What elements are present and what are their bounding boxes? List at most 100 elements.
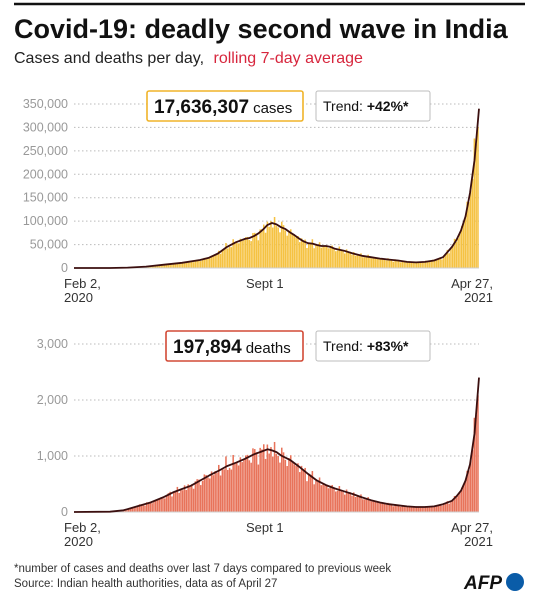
- subtitle-main: Cases and deaths per day,: [14, 50, 204, 67]
- cases-daily-bar: [392, 261, 395, 268]
- cases-total-unit: cases: [253, 100, 292, 117]
- cases-total-text: 17,636,307 cases: [154, 97, 292, 118]
- deaths-daily-bar: [174, 491, 177, 512]
- cases-daily-bar: [210, 255, 213, 268]
- deaths-ytick-label: 2,000: [37, 393, 68, 407]
- cases-daily-bar: [270, 221, 272, 268]
- deaths-daily-bar: [419, 507, 422, 512]
- deaths-daily-bar: [396, 504, 398, 512]
- deaths-xtick-label: Apr 27,: [451, 520, 493, 535]
- cases-daily-bar: [331, 245, 333, 268]
- deaths-daily-bar: [194, 481, 197, 512]
- deaths-daily-bar: [426, 507, 429, 512]
- deaths-daily-bar: [457, 495, 459, 512]
- deaths-daily-bar: [363, 499, 366, 512]
- deaths-daily-bar: [250, 462, 252, 512]
- cases-daily-bar: [223, 249, 225, 268]
- deaths-daily-bar: [160, 497, 162, 512]
- cases-daily-bar: [347, 252, 350, 268]
- deaths-daily-bar: [252, 448, 254, 512]
- deaths-daily-bar: [421, 507, 423, 512]
- deaths-daily-bar: [129, 508, 132, 512]
- deaths-daily-bar: [140, 505, 143, 512]
- deaths-daily-bar: [417, 506, 420, 512]
- deaths-total-unit: deaths: [246, 340, 291, 357]
- deaths-daily-bar: [376, 501, 378, 512]
- deaths-daily-bar: [327, 488, 330, 512]
- cases-daily-bar: [471, 178, 474, 268]
- deaths-daily-bar: [167, 493, 170, 512]
- deaths-daily-bar: [473, 417, 476, 512]
- deaths-daily-bar: [405, 505, 407, 512]
- cases-daily-bar: [198, 259, 200, 268]
- cases-daily-bar: [468, 202, 470, 268]
- deaths-daily-bar: [462, 484, 465, 512]
- deaths-daily-bar: [162, 497, 164, 512]
- deaths-daily-bar: [146, 502, 148, 512]
- cases-daily-bar: [279, 232, 281, 268]
- deaths-daily-bar: [318, 477, 321, 512]
- deaths-daily-bar: [196, 479, 198, 512]
- cases-daily-bar: [250, 241, 252, 268]
- cases-daily-bar: [457, 238, 459, 268]
- deaths-total-box: [165, 330, 304, 362]
- cases-trend-box: [315, 90, 431, 122]
- deaths-daily-bar: [335, 491, 337, 512]
- cases-xtick-label: Apr 27,: [451, 276, 493, 291]
- cases-daily-bar: [329, 246, 332, 268]
- deaths-daily-bar: [351, 495, 353, 512]
- deaths-daily-bar: [263, 444, 265, 512]
- cases-daily-bar: [194, 260, 197, 268]
- deaths-average-line: [73, 377, 480, 513]
- deaths-daily-bar: [304, 467, 306, 512]
- cases-daily-bar: [412, 262, 414, 268]
- deaths-daily-bar: [191, 484, 193, 512]
- cases-daily-bar: [322, 245, 324, 268]
- deaths-daily-bar: [315, 480, 317, 512]
- cases-daily-bar: [257, 240, 260, 268]
- cases-daily-bar: [252, 232, 254, 268]
- chart-subtitle: Cases and deaths per day, rolling 7-day …: [14, 50, 363, 67]
- deaths-daily-bar: [203, 474, 206, 512]
- deaths-daily-bar: [340, 490, 342, 512]
- cases-daily-bar: [351, 254, 353, 268]
- cases-daily-bar: [295, 237, 297, 268]
- cases-daily-bar: [162, 264, 164, 268]
- cases-daily-bar: [266, 221, 269, 268]
- afp-logo-icon: [506, 573, 524, 591]
- cases-daily-bar: [441, 259, 443, 268]
- cases-daily-bar: [462, 222, 465, 268]
- cases-daily-bar: [426, 261, 429, 268]
- deaths-daily-bar: [219, 475, 222, 512]
- cases-ytick-label: 300,000: [23, 120, 68, 134]
- cases-daily-bar: [349, 251, 351, 268]
- deaths-daily-bar: [466, 470, 468, 512]
- chart-title: Covid-19: deadly second wave in India: [14, 14, 509, 44]
- cases-daily-bar: [326, 245, 328, 268]
- cases-daily-bar: [317, 245, 319, 268]
- cases-daily-bar: [421, 262, 423, 268]
- deaths-daily-bar: [367, 497, 369, 512]
- deaths-daily-bar: [142, 504, 144, 512]
- cases-daily-bar: [261, 229, 263, 268]
- deaths-daily-bar: [295, 466, 297, 512]
- cases-daily-bar: [342, 251, 344, 268]
- deaths-daily-bar: [216, 472, 218, 512]
- cases-daily-bar: [387, 258, 389, 268]
- cases-daily-bar: [443, 255, 445, 268]
- cases-daily-bar: [365, 257, 368, 268]
- cases-daily-bar: [200, 261, 202, 268]
- deaths-daily-bar: [248, 460, 251, 512]
- cases-daily-bar: [423, 261, 425, 268]
- cases-ytick-label: 200,000: [23, 167, 68, 181]
- deaths-daily-bar: [326, 484, 328, 512]
- cases-daily-bar: [356, 254, 359, 268]
- deaths-daily-bar: [230, 469, 233, 512]
- deaths-daily-bar: [228, 467, 231, 512]
- deaths-daily-bar: [403, 506, 405, 512]
- cases-daily-bar: [304, 239, 306, 268]
- cases-daily-bar: [340, 249, 342, 268]
- deaths-daily-bar: [434, 506, 436, 512]
- cases-daily-bar: [203, 257, 206, 268]
- cases-daily-bar: [380, 258, 382, 268]
